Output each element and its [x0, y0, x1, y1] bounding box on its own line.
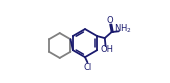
Text: O: O	[106, 16, 113, 25]
Text: OH: OH	[100, 45, 114, 54]
Text: NH$_2$: NH$_2$	[114, 22, 132, 35]
Text: Cl: Cl	[83, 63, 92, 72]
